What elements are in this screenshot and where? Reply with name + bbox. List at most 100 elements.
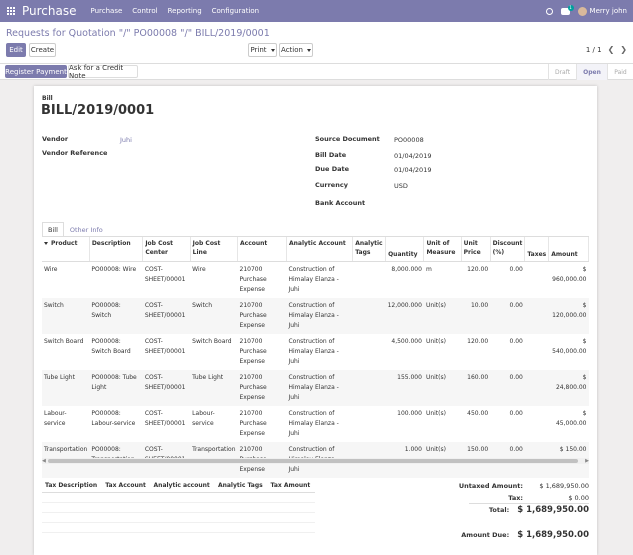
cell-discount: 0.00 <box>509 265 523 273</box>
cell-quantity: 155.000 <box>385 369 424 406</box>
col-header-label: Product <box>51 240 78 247</box>
control-panel: Requests for Quotation "/" PO00008 "/" B… <box>0 22 633 64</box>
due-date-field[interactable]: 01/04/2019 <box>394 166 432 174</box>
col-header-taxes[interactable]: Taxes <box>524 237 550 262</box>
cell-job-cost-center: COST-SHEET/00001 <box>142 369 191 406</box>
chevron-right-icon[interactable]: ❯ <box>620 45 627 54</box>
totals-divider <box>469 503 589 504</box>
table-header-row: Product Description Job Cost Center Job … <box>42 237 589 262</box>
chevron-left-icon[interactable]: ❮ <box>607 45 615 54</box>
col-header-uom[interactable]: Unit of Measure <box>423 237 462 262</box>
vendor-reference-label: Vendor Reference <box>42 149 108 157</box>
currency-field[interactable]: USD <box>394 182 408 190</box>
source-document-field[interactable]: PO00008 <box>394 136 424 144</box>
untaxed-label: Untaxed Amount: <box>458 482 523 490</box>
credit-note-button[interactable]: Ask for a Credit Note <box>68 64 138 80</box>
col-header-quantity[interactable]: Quantity <box>385 237 425 262</box>
col-header-description[interactable]: Description <box>89 237 144 262</box>
col-header-analytic-account[interactable]: Analytic Account <box>286 237 354 262</box>
col-header-product[interactable]: Product <box>42 237 90 262</box>
vendor-label: Vendor <box>42 135 69 143</box>
table-row[interactable]: Switch Board PO00008: Switch Board COST-… <box>42 334 589 370</box>
cell-analytic-tags <box>352 297 386 334</box>
cell-quantity: 8,000.000 <box>391 265 422 273</box>
cell-product: Tube Light <box>42 369 90 406</box>
cell-unit-price: 10.00 <box>461 297 491 334</box>
create-button[interactable]: Create <box>29 43 56 57</box>
cell-job-cost-line: Wire <box>192 265 206 273</box>
chat-icon[interactable]: 1 <box>560 4 574 15</box>
scroll-left-icon[interactable]: ◀ <box>42 458 46 464</box>
cell-job-cost-line: Switch <box>190 297 238 334</box>
stage-open[interactable]: Open <box>576 64 607 80</box>
menu-configuration[interactable]: Configuration <box>211 7 260 15</box>
scrollbar-thumb[interactable] <box>48 459 578 463</box>
cell-taxes <box>525 406 549 442</box>
table-row[interactable]: Wire PO00008: Wire COST-SHEET/00001 Wire… <box>42 261 589 298</box>
cell-job-cost-center: COST-SHEET/00001 <box>144 337 186 355</box>
activity-clock-icon[interactable] <box>545 7 553 15</box>
col-header-job-cost-line[interactable]: Job Cost Line <box>190 237 239 262</box>
cell-job-cost-center: COST-SHEET/00001 <box>144 409 186 427</box>
col-header-unit-price[interactable]: Unit Price <box>461 237 491 262</box>
cell-product: Wire <box>44 265 58 273</box>
horizontal-scrollbar[interactable]: ◀ ▶ <box>42 458 589 464</box>
register-payment-button[interactable]: Register Payment <box>5 65 67 78</box>
cell-job-cost-line: Switch Board <box>192 337 232 345</box>
stage-paid[interactable]: Paid <box>607 64 633 80</box>
table-row[interactable]: Labour-service PO00008: Labour-service C… <box>42 406 589 442</box>
apps-menu-icon[interactable] <box>0 0 22 22</box>
cell-account: 210700 Purchase Expense <box>237 297 287 334</box>
chevron-down-icon <box>270 48 275 52</box>
cell-account: 210700 Purchase Expense <box>239 265 267 293</box>
col-header-discount[interactable]: Discount (%) <box>490 237 526 262</box>
stage-draft[interactable]: Draft <box>548 64 576 80</box>
col-header-analytic-tags[interactable]: Analytic Tags <box>352 237 387 262</box>
cell-description: PO00008: Switch Board <box>91 337 131 355</box>
empty-row <box>42 492 315 503</box>
empty-row <box>42 502 315 513</box>
table-row[interactable]: Switch PO00008: Switch COST-SHEET/00001 … <box>42 297 589 334</box>
table-row[interactable]: Tube Light PO00008: Tube Light COST-SHEE… <box>42 369 589 406</box>
tab-bill[interactable]: Bill <box>42 222 64 237</box>
cell-description: PO00008: Switch <box>89 297 143 334</box>
menu-reporting[interactable]: Reporting <box>167 7 202 15</box>
tab-other-info[interactable]: Other Info <box>69 226 103 234</box>
col-header-tax-account[interactable]: Tax Account <box>102 480 151 493</box>
bill-date-field[interactable]: 01/04/2019 <box>394 152 432 160</box>
status-bar: Register Payment Ask for a Credit Note D… <box>0 64 633 80</box>
edit-button[interactable]: Edit <box>6 43 26 57</box>
cell-description: PO00008: Labour-service <box>91 409 136 427</box>
menu-purchase[interactable]: Purchase <box>90 7 123 15</box>
breadcrumb[interactable]: Requests for Quotation "/" PO00008 "/" B… <box>6 28 270 39</box>
col-header-amount[interactable]: Amount <box>548 237 589 262</box>
pager-value[interactable]: 1 / 1 <box>585 45 602 54</box>
empty-row <box>42 512 315 523</box>
cell-discount: 0.00 <box>490 369 525 406</box>
cell-description: PO00008: Wire <box>91 265 137 273</box>
total-row: Total: $ 1,689,950.00 <box>439 505 589 515</box>
col-header-tax-analytic-account[interactable]: Analytic account <box>150 480 215 493</box>
col-header-job-cost-center[interactable]: Job Cost Center <box>142 237 191 262</box>
cell-uom: Unit(s) <box>423 297 462 334</box>
vendor-field[interactable]: Juhi <box>120 136 132 144</box>
bill-date-label: Bill Date <box>315 151 347 159</box>
menu-control[interactable]: Control <box>132 7 158 15</box>
user-menu[interactable]: Merry john <box>577 6 627 16</box>
cell-analytic-tags <box>353 261 386 298</box>
app-brand[interactable]: Purchase <box>22 4 77 18</box>
invoice-lines-table: Product Description Job Cost Center Job … <box>42 237 589 478</box>
notebook-tabs: Bill Other Info <box>42 222 109 237</box>
document-type-label: Bill <box>42 95 53 102</box>
action-dropdown[interactable]: Action <box>279 43 313 57</box>
col-header-tax-amount[interactable]: Tax Amount <box>267 480 315 493</box>
total-label: Total: <box>488 506 510 514</box>
scroll-right-icon[interactable]: ▶ <box>585 458 589 464</box>
untaxed-value: $ 1,689,950.00 <box>539 482 589 490</box>
col-header-tax-description[interactable]: Tax Description <box>42 480 103 493</box>
print-dropdown[interactable]: Print <box>248 43 277 57</box>
col-header-tax-analytic-tags[interactable]: Analytic Tags <box>214 480 268 493</box>
col-header-account[interactable]: Account <box>237 237 287 262</box>
cell-amount: $ 120,000.00 <box>548 297 589 334</box>
currency-label: Currency <box>315 181 348 189</box>
